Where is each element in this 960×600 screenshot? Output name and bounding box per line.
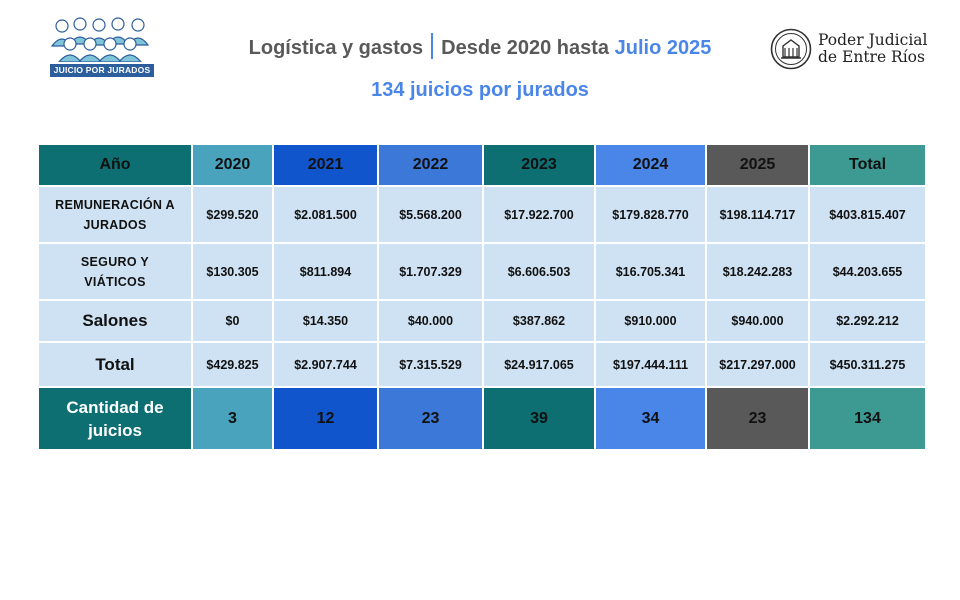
- count-cell-2023: 39: [484, 388, 594, 449]
- table-cell: $5.568.200: [379, 187, 482, 242]
- table-cell: $403.815.407: [810, 187, 925, 242]
- table-cell: $2.292.212: [810, 301, 925, 341]
- table-cell: $2.081.500: [274, 187, 377, 242]
- table-cell: $7.315.529: [379, 343, 482, 386]
- header-cell-total: Total: [810, 145, 925, 185]
- count-cell-2021: 12: [274, 388, 377, 449]
- table-cell: $179.828.770: [596, 187, 705, 242]
- jury-people-icon: [50, 17, 150, 62]
- table-cell: $811.894: [274, 244, 377, 299]
- table-cell: $299.520: [193, 187, 272, 242]
- row-label: Cantidad de juicios: [39, 388, 191, 449]
- header-cell-2023: 2023: [484, 145, 594, 185]
- table-cell: $429.825: [193, 343, 272, 386]
- title-part1: Logística y gastos: [248, 37, 424, 59]
- juicio-por-jurados-logo: JUICIO POR JURADOS: [48, 14, 156, 78]
- count-cell-2020: 3: [193, 388, 272, 449]
- table-cell: $1.707.329: [379, 244, 482, 299]
- table-cell: $130.305: [193, 244, 272, 299]
- header-cell-2020: 2020: [193, 145, 272, 185]
- table-cell: $450.311.275: [810, 343, 925, 386]
- header-cell-year: Año: [39, 145, 191, 185]
- header-cell-2025: 2025: [707, 145, 808, 185]
- seal-icon: [770, 28, 812, 70]
- header-cell-2021: 2021: [274, 145, 377, 185]
- table-cell: $0: [193, 301, 272, 341]
- count-cell-2024: 34: [596, 388, 705, 449]
- table-row-total: Total $429.825 $2.907.744 $7.315.529 $24…: [39, 343, 925, 386]
- table-cell: $2.907.744: [274, 343, 377, 386]
- row-label: Salones: [39, 301, 191, 341]
- count-cell-2022: 23: [379, 388, 482, 449]
- page-title: Logística y gastos Desde 2020 hasta Julio…: [0, 33, 960, 60]
- table-cell: $197.444.111: [596, 343, 705, 386]
- institution-line2: de Entre Ríos: [818, 48, 925, 66]
- table-row-seguro: SEGURO Y VIÁTICOS $130.305 $811.894 $1.7…: [39, 244, 925, 299]
- row-label: Total: [39, 343, 191, 386]
- logo-banner-text: JUICIO POR JURADOS: [50, 64, 154, 77]
- table-cell: $217.297.000: [707, 343, 808, 386]
- institution-name: Poder Judicial de Entre Ríos: [818, 32, 927, 66]
- table-cell: $940.000: [707, 301, 808, 341]
- table-row-salones: Salones $0 $14.350 $40.000 $387.862 $910…: [39, 301, 925, 341]
- page-subtitle: 134 juicios por jurados: [371, 79, 589, 101]
- title-highlight: Julio 2025: [614, 37, 712, 59]
- table-cell: $18.242.283: [707, 244, 808, 299]
- institution-line1: Poder Judicial: [818, 31, 928, 49]
- header-cell-2024: 2024: [596, 145, 705, 185]
- table-cell: $40.000: [379, 301, 482, 341]
- row-label: REMUNERACIÓN A JURADOS: [39, 187, 191, 242]
- table-cell: $6.606.503: [484, 244, 594, 299]
- table-cell: $16.705.341: [596, 244, 705, 299]
- title-separator: [431, 33, 434, 59]
- table-cell: $17.922.700: [484, 187, 594, 242]
- table-cell: $14.350: [274, 301, 377, 341]
- table-cell: $387.862: [484, 301, 594, 341]
- costs-table: Año 2020 2021 2022 2023 2024 2025 Total …: [37, 143, 927, 451]
- header-cell-2022: 2022: [379, 145, 482, 185]
- poder-judicial-logo: Poder Judicial de Entre Ríos: [770, 28, 930, 72]
- table-cell: $44.203.655: [810, 244, 925, 299]
- table-header-row: Año 2020 2021 2022 2023 2024 2025 Total: [39, 145, 925, 185]
- table-cell: $910.000: [596, 301, 705, 341]
- table-row-cantidad: Cantidad de juicios 3 12 23 39 34 23 134: [39, 388, 925, 449]
- count-cell-2025: 23: [707, 388, 808, 449]
- table-cell: $198.114.717: [707, 187, 808, 242]
- title-part2: Desde 2020 hasta: [441, 37, 610, 59]
- count-cell-total: 134: [810, 388, 925, 449]
- table-cell: $24.917.065: [484, 343, 594, 386]
- table-row-remuneracion: REMUNERACIÓN A JURADOS $299.520 $2.081.5…: [39, 187, 925, 242]
- row-label: SEGURO Y VIÁTICOS: [39, 244, 191, 299]
